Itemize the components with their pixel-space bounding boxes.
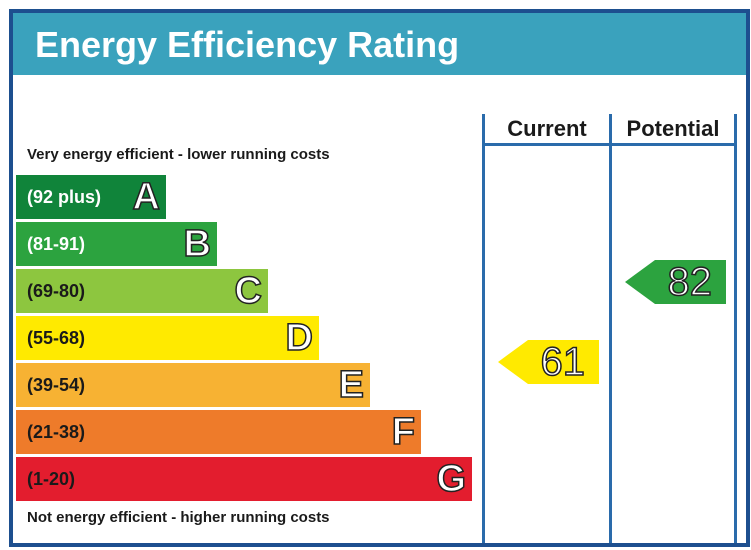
band-letter-label: C [234, 269, 263, 313]
band-letter-label: B [183, 222, 212, 266]
band-range-label: (69-80) [27, 281, 86, 301]
band-letter-label: E [338, 363, 365, 407]
band-letter-label: G [436, 457, 467, 501]
column-header-rule [482, 143, 737, 146]
band-range-label: (1-20) [27, 469, 76, 489]
band-f: (21-38) F [16, 410, 421, 454]
band-letter-label: F [391, 410, 416, 454]
current-rating-value: 61 [540, 340, 586, 384]
epc-chart-frame: Energy Efficiency Rating Current Potenti… [9, 9, 750, 547]
potential-rating-arrow: 82 [625, 260, 726, 304]
band-letter-label: A [132, 175, 161, 219]
band-b: (81-91) B [16, 222, 217, 266]
potential-column-header: Potential [626, 116, 720, 141]
current-column-header: Current [507, 116, 587, 141]
chart-header: Energy Efficiency Rating [13, 13, 746, 75]
band-a: (92 plus) A [16, 175, 166, 219]
band-c: (69-80) C [16, 269, 268, 313]
current-column-divider-left [482, 114, 485, 543]
band-letter-label: D [285, 316, 314, 360]
bottom-note: Not energy efficient - higher running co… [27, 509, 330, 526]
potential-column-divider-right [734, 114, 737, 543]
band-range-label: (39-54) [27, 375, 86, 395]
chart-title: Energy Efficiency Rating [35, 24, 460, 65]
band-e: (39-54) E [16, 363, 370, 407]
top-note: Very energy efficient - lower running co… [27, 146, 330, 163]
band-range-label: (55-68) [27, 328, 86, 348]
current-column-divider-right [609, 114, 612, 543]
band-range-label: (81-91) [27, 234, 86, 254]
potential-rating-value: 82 [667, 260, 713, 304]
current-rating-arrow: 61 [498, 340, 599, 384]
band-g: (1-20) G [16, 457, 472, 501]
band-range-label: (92 plus) [27, 187, 102, 207]
band-d: (55-68) D [16, 316, 319, 360]
band-range-label: (21-38) [27, 422, 86, 442]
